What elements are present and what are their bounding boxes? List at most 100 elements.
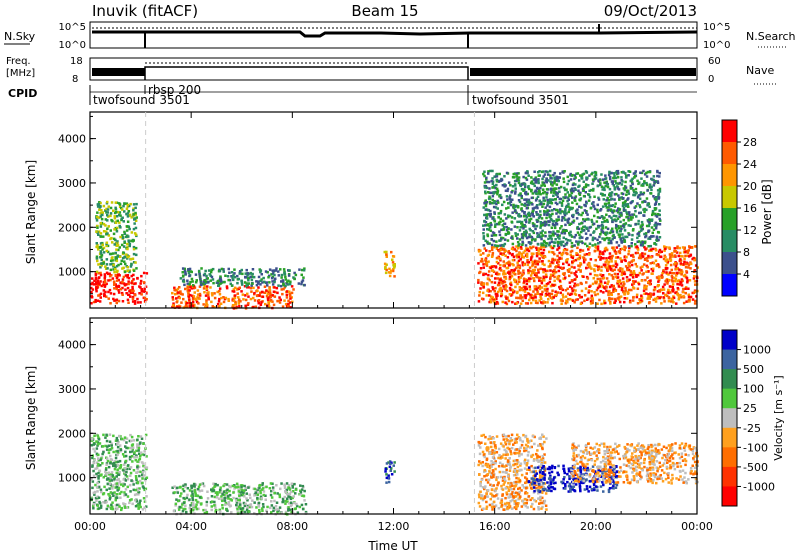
data-cell: [687, 263, 691, 267]
data-cell: [123, 270, 127, 274]
data-cell: [610, 171, 613, 175]
data-cell: [207, 293, 210, 297]
data-cell: [556, 230, 559, 233]
data-cell: [480, 297, 484, 300]
data-cell: [198, 297, 201, 300]
data-cell: [623, 292, 626, 295]
data-cell: [190, 490, 194, 493]
data-cell: [539, 276, 542, 280]
data-cell: [290, 501, 293, 504]
data-cell: [667, 291, 671, 295]
data-cell: [195, 300, 199, 304]
data-cell: [127, 293, 130, 296]
data-cell: [135, 267, 138, 270]
data-cell: [121, 267, 124, 270]
data-cell: [543, 268, 546, 271]
data-cell: [214, 509, 218, 512]
data-cell: [542, 251, 545, 255]
data-cell: [131, 446, 135, 449]
data-cell: [109, 268, 113, 272]
data-cell: [568, 193, 571, 197]
data-cell: [545, 216, 548, 220]
data-cell: [477, 248, 481, 252]
data-cell: [636, 202, 639, 205]
nave-tick-top: 60: [708, 56, 721, 67]
data-cell: [524, 295, 527, 298]
data-cell: [542, 199, 545, 202]
data-cell: [237, 302, 241, 305]
data-cell: [247, 282, 251, 285]
data-cell: [649, 248, 653, 251]
data-cell: [653, 242, 656, 245]
data-cell: [289, 280, 292, 283]
data-cell: [652, 288, 656, 292]
data-cell: [508, 196, 511, 199]
data-cell: [494, 286, 497, 290]
data-cell: [596, 286, 600, 290]
data-cell: [524, 229, 528, 232]
data-cell: [685, 300, 688, 303]
data-cell: [256, 491, 259, 494]
data-cell: [229, 485, 232, 489]
data-cell: [685, 276, 689, 280]
data-cell: [692, 291, 696, 294]
data-cell: [594, 171, 598, 174]
data-cell: [541, 234, 545, 237]
data-cell: [219, 277, 222, 280]
data-cell: [503, 275, 506, 279]
data-cell: [277, 270, 280, 273]
data-cell: [591, 236, 595, 239]
data-cell: [550, 191, 553, 194]
data-cell: [682, 287, 685, 291]
data-cell: [105, 282, 108, 286]
data-cell: [117, 473, 121, 476]
data-cell: [656, 180, 659, 183]
data-cell: [625, 174, 628, 177]
data-cell: [654, 202, 657, 205]
data-cell: [515, 179, 518, 183]
data-cell: [621, 201, 625, 205]
data-cell: [120, 437, 124, 441]
data-cell: [517, 176, 521, 179]
data-cell: [534, 189, 537, 192]
data-cell: [219, 275, 222, 278]
data-cell: [517, 275, 521, 279]
data-cell: [490, 248, 494, 252]
data-cell: [671, 290, 675, 293]
data-cell: [259, 283, 262, 286]
data-cell: [300, 282, 303, 286]
data-cell: [633, 193, 636, 197]
data-cell: [237, 300, 241, 304]
data-cell: [639, 229, 643, 232]
data-cell: [658, 209, 661, 212]
data-cell: [648, 170, 652, 174]
data-cell: [501, 282, 504, 285]
data-cell: [90, 497, 93, 501]
data-cell: [613, 198, 616, 201]
freq-trace-mid: [144, 66, 469, 80]
data-cell: [247, 486, 250, 489]
data-cell: [239, 300, 242, 303]
data-cell: [606, 183, 609, 186]
data-cell: [91, 277, 94, 280]
data-cell: [123, 210, 126, 213]
data-cell: [607, 266, 610, 269]
data-cell: [135, 478, 138, 482]
data-cell: [666, 260, 670, 264]
data-cell: [494, 292, 498, 296]
data-cell: [259, 303, 263, 306]
data-cell: [668, 246, 671, 249]
data-cell: [100, 258, 103, 262]
data-cell: [108, 440, 112, 443]
data-cell: [124, 466, 127, 470]
data-cell: [121, 256, 125, 260]
data-cell: [237, 296, 240, 299]
data-cell: [106, 459, 110, 463]
data-cell: [623, 201, 627, 204]
data-cell: [482, 273, 485, 277]
data-cell: [535, 204, 539, 207]
data-cell: [109, 214, 112, 218]
data-cell: [129, 202, 132, 206]
data-cell: [571, 196, 574, 199]
data-cell: [529, 258, 533, 261]
